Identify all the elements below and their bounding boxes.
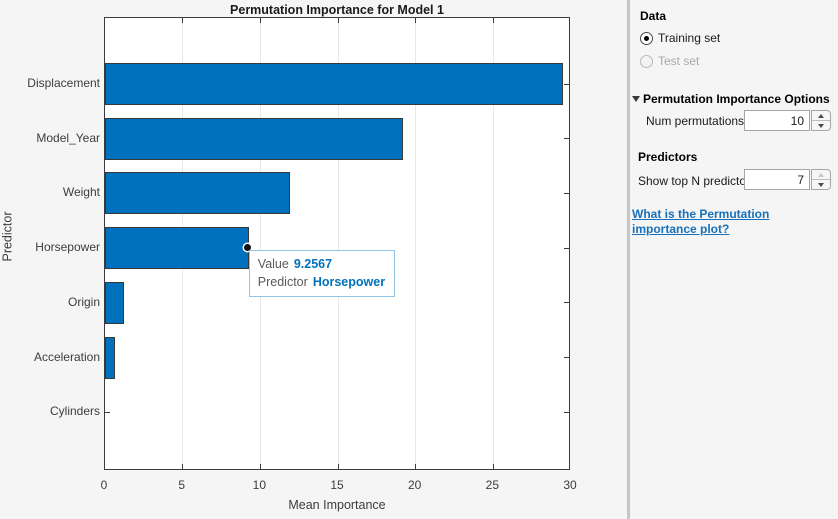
datatip-value-label: Value <box>257 257 289 272</box>
x-tick-mark <box>415 18 417 23</box>
category-label: Weight <box>62 185 100 200</box>
num-permutations-spinner <box>744 110 831 131</box>
up-arrow-icon <box>818 113 824 118</box>
x-tick-label: 5 <box>178 478 185 492</box>
x-gridline <box>492 18 494 469</box>
down-arrow-icon <box>818 123 824 128</box>
x-tick-mark <box>337 18 339 23</box>
data-section-header: Data <box>640 9 667 23</box>
datatip-marker[interactable] <box>244 243 252 251</box>
y-tick-mark <box>564 302 569 304</box>
x-axis-label: Mean Importance <box>288 498 386 512</box>
x-tick-mark <box>492 464 494 469</box>
radio-test-set[interactable]: Test set <box>640 54 699 68</box>
chart-region: Permutation Importance for Model 1 Predi… <box>1 3 577 512</box>
x-tick-mark <box>492 18 494 23</box>
plot-area <box>104 17 570 470</box>
category-label: Displacement <box>27 76 100 90</box>
datatip-value-row: Value 9.2567 <box>258 255 385 273</box>
x-tick-mark <box>182 18 184 23</box>
help-link[interactable]: What is the Permutation importance plot? <box>632 207 770 236</box>
predictors-section-header: Predictors <box>638 150 698 164</box>
category-label: Horsepower <box>35 240 100 255</box>
bar-origin[interactable] <box>105 281 125 324</box>
y-tick-mark <box>564 138 569 140</box>
x-tick-label: 30 <box>563 478 577 492</box>
radio-training-set[interactable]: Training set <box>640 31 720 45</box>
spinner-up-button-disabled[interactable] <box>812 170 830 180</box>
bar-acceleration[interactable] <box>105 336 116 379</box>
radio-test-label: Test set <box>658 54 700 68</box>
down-arrow-icon <box>818 182 824 187</box>
num-permutations-stepper <box>811 110 831 131</box>
x-tick-mark <box>259 464 261 469</box>
panel-divider[interactable] <box>627 0 630 519</box>
collapse-expanded-icon <box>632 96 640 102</box>
y-tick-mark <box>564 83 569 85</box>
bar-displacement[interactable] <box>105 63 564 105</box>
datatip-predictor: Horsepower <box>312 275 386 290</box>
datatip-predictor-row: Predictor Horsepower <box>258 273 385 291</box>
num-permutations-label: Num permutations <box>646 114 745 128</box>
x-tick-mark <box>259 18 261 23</box>
category-label: Acceleration <box>33 349 100 364</box>
x-tick-mark <box>182 464 184 469</box>
permutation-options-collapse[interactable]: Permutation Importance Options <box>632 92 830 106</box>
options-panel: Data Training set Test set Permutation I… <box>630 0 838 519</box>
bar-horsepower[interactable] <box>105 227 249 270</box>
datatip[interactable]: Value 9.2567 Predictor Horsepower <box>248 250 396 298</box>
chart-title: Permutation Importance for Model 1 <box>230 3 444 17</box>
num-permutations-input[interactable] <box>744 110 810 131</box>
radio-unselected-icon <box>640 54 653 68</box>
radio-training-label: Training set <box>658 31 721 45</box>
x-tick-label: 15 <box>330 478 344 492</box>
bar-weight[interactable] <box>105 172 290 215</box>
y-tick-mark <box>564 357 569 358</box>
permutation-options-title: Permutation Importance Options <box>643 92 830 106</box>
show-top-stepper <box>811 169 831 190</box>
spinner-down-button[interactable] <box>812 121 830 130</box>
x-gridline <box>259 18 261 469</box>
x-tick-label: 0 <box>100 478 108 492</box>
x-tick-label: 10 <box>252 478 266 492</box>
x-tick-label: 20 <box>407 478 422 492</box>
x-gridline <box>415 18 417 469</box>
show-top-input[interactable] <box>744 169 810 190</box>
category-label: Cylinders <box>49 404 100 419</box>
y-tick-mark <box>564 247 569 249</box>
x-tick-mark <box>415 464 417 469</box>
y-tick-mark <box>564 411 569 413</box>
show-top-spinner <box>744 169 831 190</box>
show-top-label: Show top N predictors <box>638 174 757 188</box>
y-tick-mark <box>564 192 569 194</box>
radio-selected-icon <box>640 31 653 45</box>
spinner-up-button[interactable] <box>812 111 830 121</box>
bar-model_year[interactable] <box>105 117 404 160</box>
up-arrow-disabled-icon <box>818 172 824 177</box>
x-gridline <box>337 18 339 469</box>
datatip-predictor-label: Predictor <box>257 275 308 290</box>
y-tick-mark <box>105 411 110 413</box>
category-label: Origin <box>67 294 100 309</box>
spinner-down-button[interactable] <box>812 180 830 189</box>
x-tick-label: 25 <box>485 478 499 492</box>
category-label: Model_Year <box>36 130 100 145</box>
datatip-value: 9.2567 <box>293 257 333 272</box>
x-tick-mark <box>337 464 339 469</box>
